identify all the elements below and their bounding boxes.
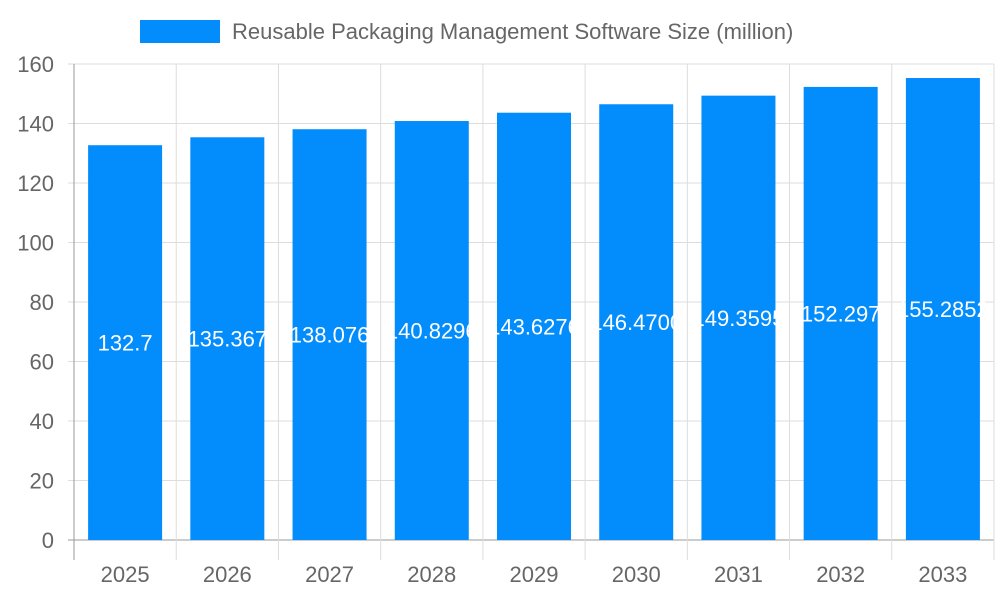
x-tick-label: 2031 bbox=[714, 562, 763, 587]
y-tick-label: 100 bbox=[17, 231, 54, 256]
x-tick-label: 2029 bbox=[510, 562, 559, 587]
y-tick-label: 160 bbox=[17, 52, 54, 77]
y-tick-label: 0 bbox=[42, 528, 54, 553]
data-label: 152.297 bbox=[801, 301, 881, 326]
legend-swatch bbox=[140, 20, 220, 43]
data-label: 146.4700 bbox=[590, 310, 682, 335]
y-tick-label: 140 bbox=[17, 112, 54, 137]
y-tick-label: 20 bbox=[30, 469, 54, 494]
x-tick-label: 2030 bbox=[612, 562, 661, 587]
y-tick-label: 60 bbox=[30, 350, 54, 375]
x-tick-label: 2026 bbox=[203, 562, 252, 587]
data-label: 149.3595 bbox=[693, 306, 785, 331]
y-tick-label: 120 bbox=[17, 171, 54, 196]
bar bbox=[497, 112, 571, 541]
data-label: 155.2852 bbox=[897, 297, 989, 322]
y-tick-label: 80 bbox=[30, 290, 54, 315]
x-tick-label: 2033 bbox=[918, 562, 967, 587]
bar bbox=[701, 95, 776, 540]
bar bbox=[292, 129, 367, 540]
data-label: 135.367 bbox=[188, 327, 268, 352]
bar bbox=[394, 121, 469, 541]
y-tick-label: 40 bbox=[30, 409, 54, 434]
data-label: 140.8296 bbox=[386, 319, 478, 344]
bar bbox=[803, 86, 878, 540]
bar bbox=[190, 137, 265, 540]
data-label: 138.076 bbox=[290, 323, 370, 348]
x-tick-label: 2028 bbox=[407, 562, 456, 587]
x-tick-label: 2025 bbox=[101, 562, 150, 587]
bar bbox=[905, 78, 980, 541]
data-label: 132.7 bbox=[98, 331, 153, 356]
x-tick-label: 2027 bbox=[305, 562, 354, 587]
x-tick-label: 2032 bbox=[816, 562, 865, 587]
legend-label: Reusable Packaging Management Software S… bbox=[232, 19, 793, 44]
bar bbox=[599, 104, 674, 541]
data-label: 143.6276 bbox=[488, 314, 580, 339]
bar bbox=[88, 145, 163, 540]
